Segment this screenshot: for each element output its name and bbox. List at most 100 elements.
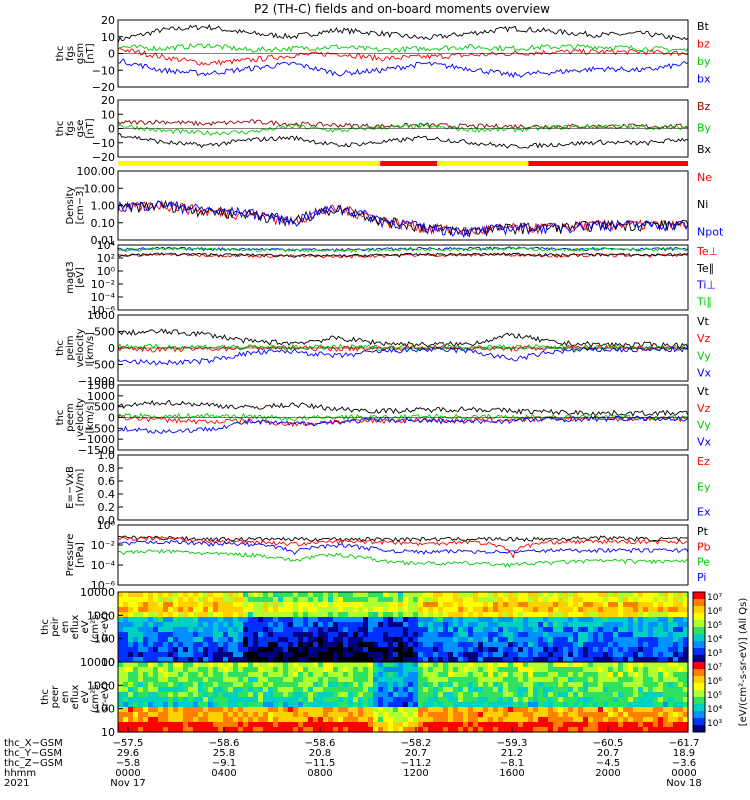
spectrogram-cell xyxy=(373,692,379,698)
spectrogram-cell xyxy=(618,667,624,673)
spectrogram-cell xyxy=(433,687,439,693)
spectrogram-cell xyxy=(598,722,604,728)
spectrogram-cell xyxy=(183,677,189,683)
spectrogram-cell xyxy=(548,672,554,678)
spectrogram-cell xyxy=(378,707,384,713)
spectrogram-cell xyxy=(628,667,634,673)
spectrogram-cell xyxy=(438,627,444,633)
spectrogram-cell xyxy=(668,702,674,708)
spectrogram-cell xyxy=(518,697,524,703)
spectrogram-cell xyxy=(583,602,589,608)
spectrogram-cell xyxy=(493,647,499,653)
spectrogram-cell xyxy=(603,652,609,658)
spectrogram-cell xyxy=(533,707,539,713)
spectrogram-cell xyxy=(518,642,524,648)
spectrogram-cell xyxy=(373,662,379,668)
spectrogram-cell xyxy=(608,707,614,713)
spectrogram-cell xyxy=(518,627,524,633)
y-axis-label-line: fgs xyxy=(65,121,76,136)
spectrogram-cell xyxy=(478,677,484,683)
spectrogram-cell xyxy=(218,642,224,648)
spectrogram-cell xyxy=(138,727,144,733)
spectrogram-cell xyxy=(643,722,649,728)
spectrogram-cell xyxy=(558,677,564,683)
spectrogram-cell xyxy=(538,717,544,723)
spectrogram-cell xyxy=(443,627,449,633)
spectrogram-cell xyxy=(618,727,624,733)
spectrogram-cell xyxy=(273,662,279,668)
spectrogram-cell xyxy=(283,617,289,623)
spectrogram-cell xyxy=(568,677,574,683)
spectrogram-cell xyxy=(433,592,439,598)
spectrogram-cell xyxy=(508,627,514,633)
spectrogram-cell xyxy=(273,607,279,613)
spectrogram-cell xyxy=(383,667,389,673)
spectrogram-cell xyxy=(363,692,369,698)
spectrogram-cell xyxy=(148,652,154,658)
spectrogram-cell xyxy=(143,602,149,608)
spectrogram-cell xyxy=(518,657,524,663)
spectrogram-cell xyxy=(608,672,614,678)
spectrogram-cell xyxy=(513,597,519,603)
spectrogram-cell xyxy=(353,617,359,623)
spectrogram-cell xyxy=(618,672,624,678)
spectrogram-cell xyxy=(283,667,289,673)
spectrogram-cell xyxy=(463,727,469,733)
spectrogram-cell xyxy=(608,617,614,623)
colorbar-frame xyxy=(692,591,706,733)
spectrogram-cell xyxy=(518,692,524,698)
spectrogram-cell xyxy=(263,717,269,723)
spectrogram-cell xyxy=(203,642,209,648)
spectrogram-cell xyxy=(203,622,209,628)
y-tick-label: 0.6 xyxy=(98,475,116,488)
spectrogram-cell xyxy=(183,707,189,713)
spectrogram-cell xyxy=(508,697,514,703)
spectrogram-cell xyxy=(383,702,389,708)
spectrogram-cell xyxy=(143,687,149,693)
spectrogram-cell xyxy=(153,702,159,708)
spectrogram-cell xyxy=(318,712,324,718)
spectrogram-cell xyxy=(328,647,334,653)
spectrogram-cell xyxy=(193,622,199,628)
spectrogram-cell xyxy=(513,717,519,723)
spectrogram-cell xyxy=(443,687,449,693)
spectrogram-cell xyxy=(483,607,489,613)
spectrogram-cell xyxy=(508,667,514,673)
spectrogram-cell xyxy=(318,617,324,623)
spectrogram-cell xyxy=(668,602,674,608)
spectrogram-cell xyxy=(453,602,459,608)
spectrogram-cell xyxy=(583,667,589,673)
spectrogram-cell xyxy=(338,692,344,698)
footer-value: 25.8 xyxy=(213,748,235,759)
spectrogram-cell xyxy=(348,667,354,673)
spectrogram-cell xyxy=(423,687,429,693)
spectrogram-cell xyxy=(263,697,269,703)
spectrogram-cell xyxy=(633,697,639,703)
spectrogram-cell xyxy=(413,652,419,658)
spectrogram-cell xyxy=(228,692,234,698)
spectrogram-cell xyxy=(148,727,154,733)
spectrogram-cell xyxy=(233,607,239,613)
spectrogram-cell xyxy=(343,722,349,728)
spectrogram-cell xyxy=(578,722,584,728)
spectrogram-cell xyxy=(408,602,414,608)
spectrogram-cell xyxy=(133,707,139,713)
spectrogram-cell xyxy=(348,697,354,703)
spectrogram-cell xyxy=(183,722,189,728)
spectrogram-cell xyxy=(513,627,519,633)
spectrogram-cell xyxy=(488,702,494,708)
spectrogram-cell xyxy=(643,607,649,613)
spectrogram-cell xyxy=(133,657,139,663)
y-tick-label: 1000 xyxy=(87,309,115,322)
spectrogram-cell xyxy=(363,707,369,713)
spectrogram-cell xyxy=(358,672,364,678)
spectrogram-cell xyxy=(463,627,469,633)
spectrogram-cell xyxy=(193,702,199,708)
spectrogram-cell xyxy=(178,622,184,628)
spectrogram-cell xyxy=(558,682,564,688)
spectrogram-cell xyxy=(673,697,679,703)
spectrogram-cell xyxy=(268,697,274,703)
spectrogram-cell xyxy=(263,647,269,653)
spectrogram-cell xyxy=(498,717,504,723)
spectrogram-cell xyxy=(553,612,559,618)
